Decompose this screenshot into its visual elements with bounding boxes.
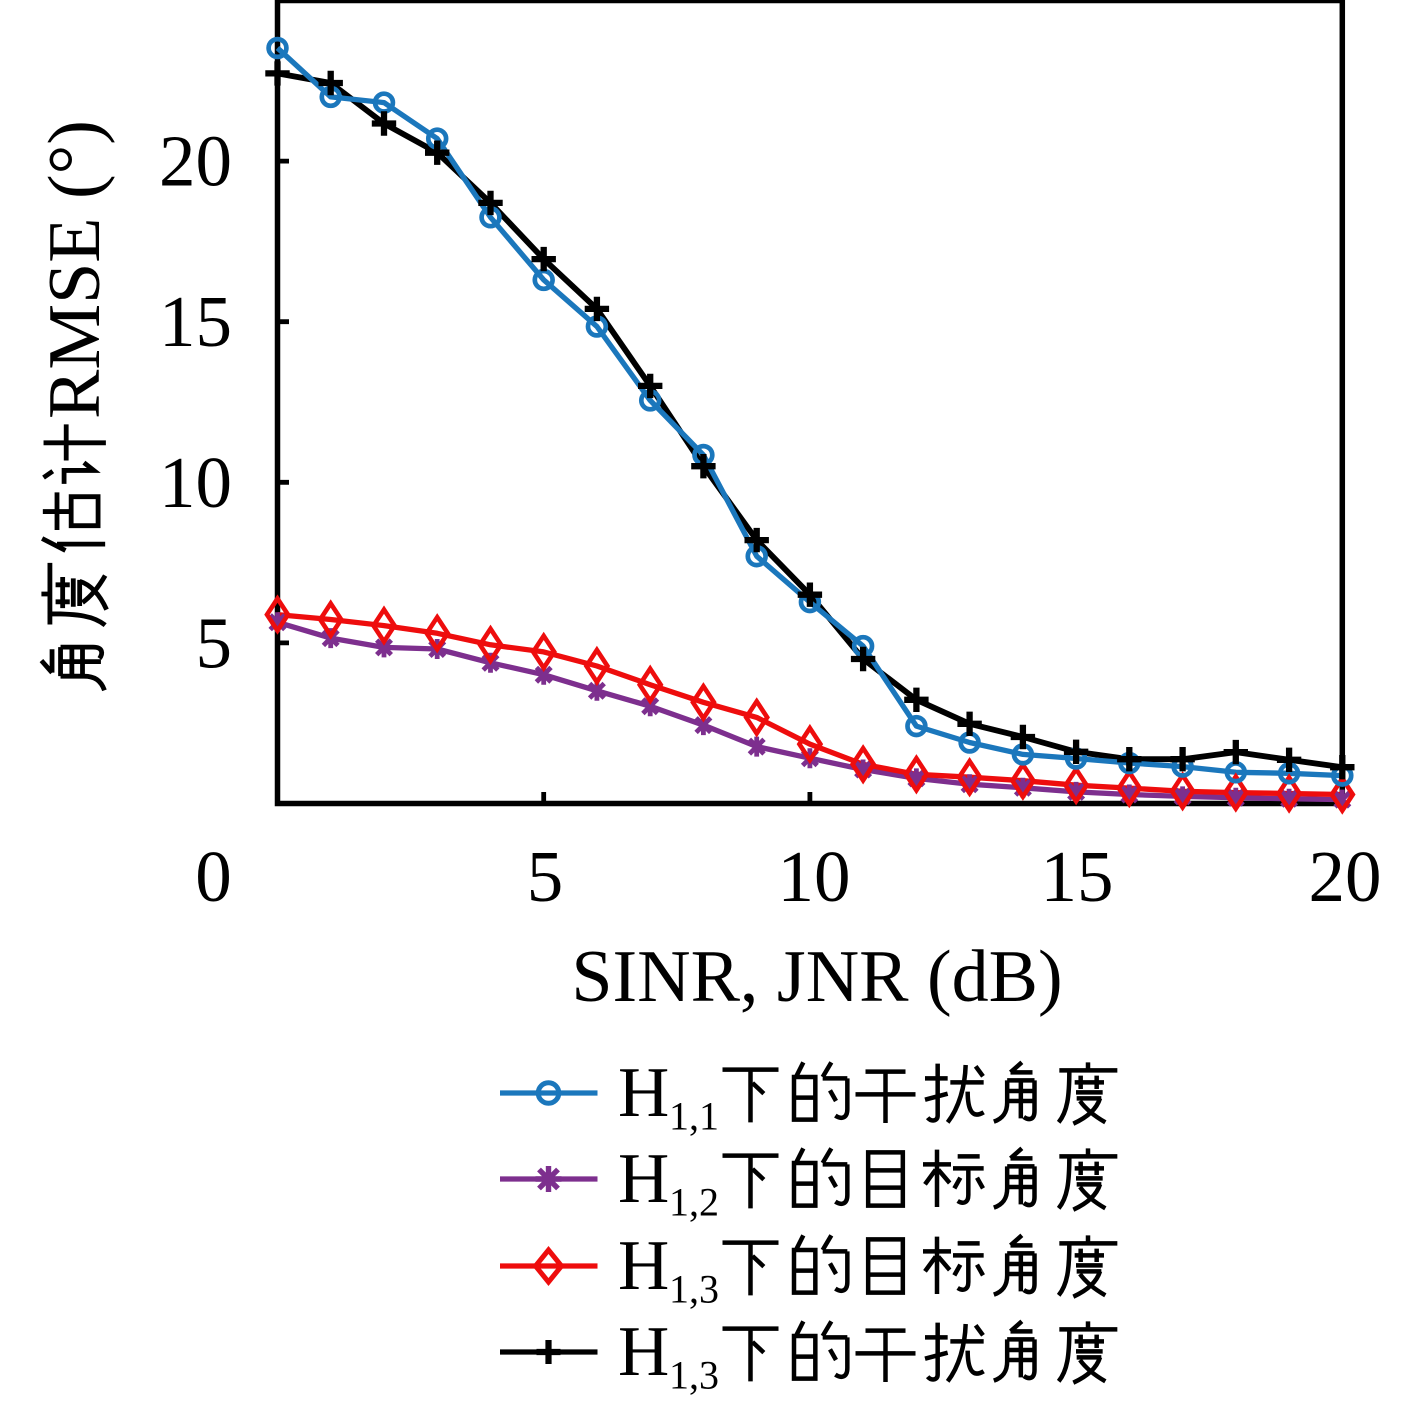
svg-text:15: 15 — [1041, 836, 1114, 917]
svg-text:20: 20 — [159, 121, 232, 202]
svg-text:10: 10 — [778, 836, 851, 917]
svg-text:H: H — [618, 1313, 669, 1391]
svg-text:H: H — [618, 1140, 669, 1218]
svg-text:1,2: 1,2 — [669, 1180, 719, 1225]
svg-text:1,1: 1,1 — [669, 1094, 719, 1139]
svg-text:20: 20 — [1309, 836, 1382, 917]
svg-text:H: H — [618, 1227, 669, 1305]
svg-text:5: 5 — [196, 602, 233, 683]
svg-text:H: H — [618, 1054, 669, 1132]
svg-text:SINR, JNR (dB): SINR, JNR (dB) — [571, 936, 1062, 1018]
svg-text:1,3: 1,3 — [669, 1267, 719, 1312]
svg-text:10: 10 — [159, 442, 232, 523]
svg-text:1,3: 1,3 — [669, 1353, 719, 1398]
svg-text:RMSE (°): RMSE (°) — [34, 120, 116, 419]
svg-text:5: 5 — [527, 836, 564, 917]
svg-text:0: 0 — [195, 836, 232, 917]
svg-text:15: 15 — [159, 281, 232, 362]
